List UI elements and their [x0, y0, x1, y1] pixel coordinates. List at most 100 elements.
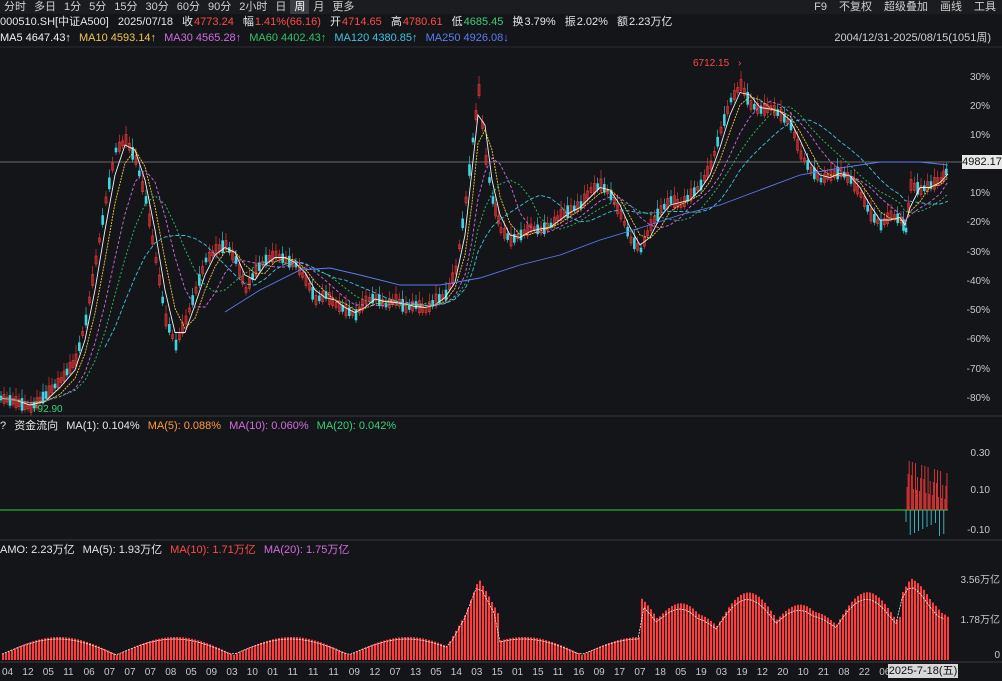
candle [91, 274, 94, 286]
amo-bar [524, 637, 526, 660]
candle [56, 378, 60, 388]
amo-bar [899, 616, 901, 660]
tab-9[interactable]: 日 [275, 1, 287, 13]
tab-12[interactable]: 更多 [332, 1, 355, 13]
amo-bar [158, 638, 160, 660]
x-tick: 03 [226, 667, 238, 678]
candle [114, 147, 118, 153]
toolbar-item-2[interactable]: 超级叠加 [884, 1, 928, 13]
candle [141, 181, 144, 192]
tab-4[interactable]: 15分 [114, 1, 138, 13]
amo-bar [383, 640, 385, 660]
pct-tick: -20% [967, 217, 990, 228]
amo-bar [845, 609, 847, 660]
amo-bar [920, 586, 922, 660]
tab-10[interactable]: 周 [290, 0, 310, 14]
amo-bar [566, 647, 568, 660]
amo-bar [227, 652, 229, 660]
amo-bar [842, 614, 844, 660]
amo-bar [917, 583, 919, 660]
amo-bar [497, 613, 499, 660]
pct-tick: 10% [970, 188, 990, 199]
tab-11[interactable]: 月 [313, 1, 325, 13]
tab-0[interactable]: 分时 [4, 1, 26, 13]
tab-6[interactable]: 60分 [176, 1, 200, 13]
amo-bar [242, 650, 244, 660]
amo-bar [398, 637, 400, 660]
tab-8[interactable]: 2小时 [239, 1, 268, 13]
amo-bar [650, 609, 652, 660]
x-tick: 01 [512, 667, 524, 678]
amo-bar [740, 594, 742, 660]
amo-bar [245, 649, 247, 660]
amo-bar [470, 600, 472, 660]
x-tick: 09 [349, 667, 361, 678]
amo-bar [644, 601, 646, 660]
candle [889, 210, 893, 220]
amo-bar [251, 646, 253, 660]
candle [38, 396, 42, 404]
candle [869, 208, 873, 222]
x-tick: 16 [573, 667, 585, 678]
change-value: 1.41%(66.16) [254, 16, 321, 28]
candle [919, 185, 923, 195]
tab-1[interactable]: 多日 [34, 1, 56, 13]
amo-bar [680, 603, 682, 660]
candle [942, 170, 945, 182]
amo-bar [47, 637, 49, 660]
amo-bar [887, 607, 889, 660]
tab-3[interactable]: 5分 [89, 1, 107, 13]
x-tick: 01 [267, 667, 279, 678]
candle [613, 198, 616, 205]
amo-bar [233, 654, 235, 660]
amo-bar [785, 610, 787, 660]
x-tick: 08 [165, 667, 177, 678]
amo-bar [518, 637, 520, 660]
toolbar-item-3[interactable]: 画线 [940, 1, 962, 13]
quote-date: 2025/07/18 [117, 16, 173, 28]
amo-bar [62, 637, 64, 660]
amo-bar [38, 639, 40, 660]
candle [221, 240, 224, 253]
tab-5[interactable]: 30分 [145, 1, 169, 13]
candle [513, 234, 516, 243]
amo-bar [719, 621, 721, 660]
x-tick: 12 [22, 667, 34, 678]
x-tick: 07 [124, 667, 136, 678]
amo-bar [821, 614, 823, 660]
x-tick: 05 [186, 667, 198, 678]
amo-bar [305, 638, 307, 660]
amo-bar [149, 641, 151, 660]
candle [224, 240, 228, 250]
amo-bar [731, 603, 733, 660]
amo-bar [929, 599, 931, 660]
flow-ma10: MA(10): 0.060% [229, 420, 309, 432]
x-tick: 07 [104, 667, 116, 678]
amo-bar [329, 645, 331, 660]
amo-bar [311, 639, 313, 660]
amo-bar [836, 624, 838, 660]
candle [301, 272, 304, 278]
amo-bar [425, 639, 427, 660]
toolbar-item-4[interactable]: 工具 [974, 1, 996, 13]
tab-7[interactable]: 90分 [208, 1, 232, 13]
amo-bar [32, 641, 34, 660]
amo-bar [371, 644, 373, 660]
amo-bar [401, 637, 403, 660]
high-marker: 6712.15 [693, 58, 730, 69]
tab-2[interactable]: 1分 [64, 1, 82, 13]
candle [559, 209, 563, 221]
high-label: 高 [390, 16, 402, 28]
amo-bar [593, 649, 595, 660]
candle [656, 208, 659, 222]
toolbar-item-0[interactable]: F9 [814, 1, 827, 13]
turnover-label: 换 [512, 16, 524, 28]
help-icon[interactable]: ? [0, 420, 7, 432]
toolbar-item-1[interactable]: 不复权 [839, 1, 872, 13]
amo-bar [755, 594, 757, 660]
candle [244, 287, 248, 293]
x-tick: 03 [471, 667, 483, 678]
amo-bar [182, 637, 184, 660]
candle [836, 166, 839, 180]
